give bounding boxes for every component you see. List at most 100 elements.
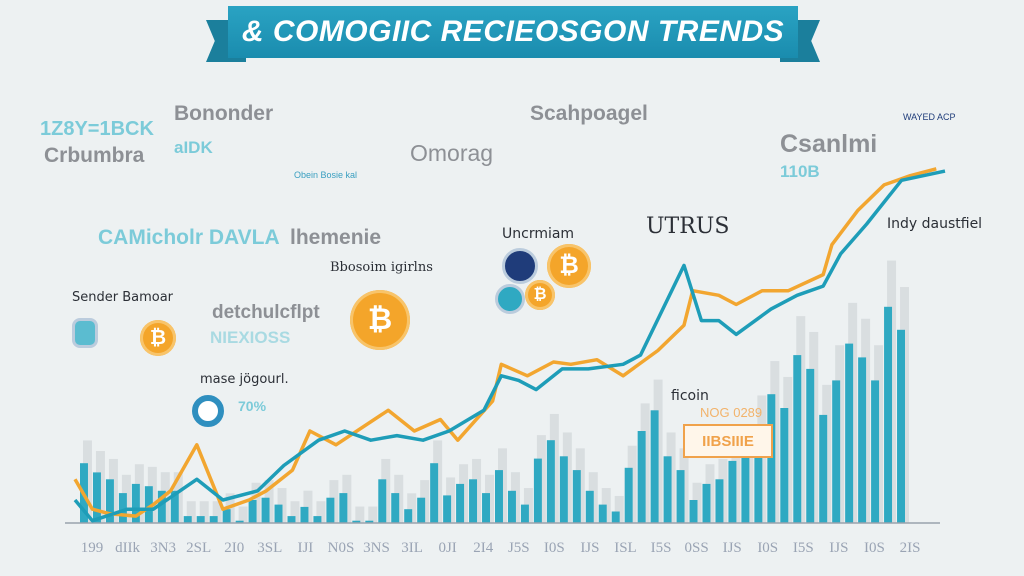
donut-chart-icon [192,395,224,427]
bar [585,490,594,523]
annotation-label: Sender Bamoar [72,290,174,305]
bar [430,463,439,523]
x-tick-label: 0SS [684,540,709,556]
bar [663,456,672,523]
series-line-teal [73,169,946,523]
bar [131,483,140,523]
bar [546,440,555,523]
x-tick-label: I5S [650,540,672,556]
bar [741,456,750,523]
annotation-label: lhemenie [290,226,382,249]
bar [897,329,905,523]
x-tick-label: IJS [580,540,600,556]
annotation-label: detchulcflpt [212,302,320,323]
ghost-bar [212,501,222,523]
annotation-label: Bonondеr [174,102,274,125]
bar [209,516,218,523]
ghost-bar [407,493,417,523]
annotation-label: NOG 0289 [700,405,763,420]
annotation-label: Uncrmiam [502,226,575,242]
annotation-label: aIDK [174,138,213,157]
x-tick-label: I5S [792,540,814,556]
bar [858,357,867,523]
bar [819,414,828,523]
globe-icon [495,284,525,314]
x-tick-label: 3IL [401,540,423,556]
bar [274,504,283,523]
bar [157,490,166,523]
bar [637,431,646,523]
x-tick-label: ISL [614,540,637,556]
bitcoin-icon: ₿ [547,244,591,288]
ghost-bar [199,501,209,523]
bitcoin-icon: ₿ [525,280,555,310]
bar [715,479,724,523]
annotation-label: CAMicholr DAVLA [98,226,280,249]
ghost-bar [238,506,248,523]
bar [482,493,490,523]
bar [702,483,711,523]
bar [884,306,893,523]
bar [559,456,568,523]
bar [443,495,452,523]
annotation-label: ficoin [671,388,709,404]
x-tick-label: I0S [543,540,565,556]
ghost-bar [303,490,313,523]
x-tick-label: 2IS [899,540,921,556]
annotation-label: Csanlmi [780,130,878,158]
stamp-box: IIBSIIIE [683,424,773,458]
annotation-label: 70% [238,398,267,414]
annotation-label: Obein Bosie kal [294,170,358,180]
ghost-bar [614,495,624,523]
bar [235,520,244,523]
bar [806,368,815,523]
x-tick-label: J5S [507,540,530,556]
bar [300,506,309,523]
bitcoin-icon: ₿ [350,290,410,350]
clock-icon [72,318,98,348]
x-tick-label: I0S [757,540,779,556]
bar [676,470,685,523]
x-tick-label: IJS [829,540,849,556]
annotation-label: Omorag [410,140,494,166]
x-tick-label: dIIk [115,540,141,556]
bar [728,460,737,523]
bar [339,493,348,523]
bar [507,490,516,523]
bitcoin-icon: ₿ [140,320,176,356]
series-line-orange [73,167,937,518]
annotation-label: mase jögourl. [200,372,289,387]
bar [832,380,841,523]
x-tick-label: IJS [722,540,742,556]
bar [845,343,854,523]
bar [118,493,127,523]
x-tick-label: N0S [327,540,355,556]
annotation-label: 1Z8Y=1BCK [40,118,154,140]
x-tick-label: 2SL [186,540,212,556]
bar [222,509,231,523]
bar [261,497,270,523]
bar [404,509,413,523]
globe-icon [502,248,538,284]
ghost-bar [186,501,196,523]
bar [871,380,880,523]
chart-title: & COMOGIIC RECIEOSGON TRENDS [228,6,798,58]
bar [248,500,257,523]
bar [326,497,335,523]
x-tick-label: 3N3 [150,540,177,556]
annotation-label: NIEXIOSS [210,328,291,347]
x-tick-label: I0S [864,540,885,556]
ghost-bar [316,501,326,523]
annotation-label: UTRUS [646,214,730,239]
bar [650,410,659,523]
ghost-bar [290,501,300,523]
annotation-label: Scahpoagel [530,102,648,125]
annotation-label: Crbumbra [44,144,145,167]
x-tick-label: 3NS [363,540,390,556]
x-tick-label: 0JI [438,540,457,556]
bar [287,516,296,523]
x-tick-label: 199 [80,540,104,556]
bar [495,470,503,523]
x-tick-label: IJI [297,540,314,556]
